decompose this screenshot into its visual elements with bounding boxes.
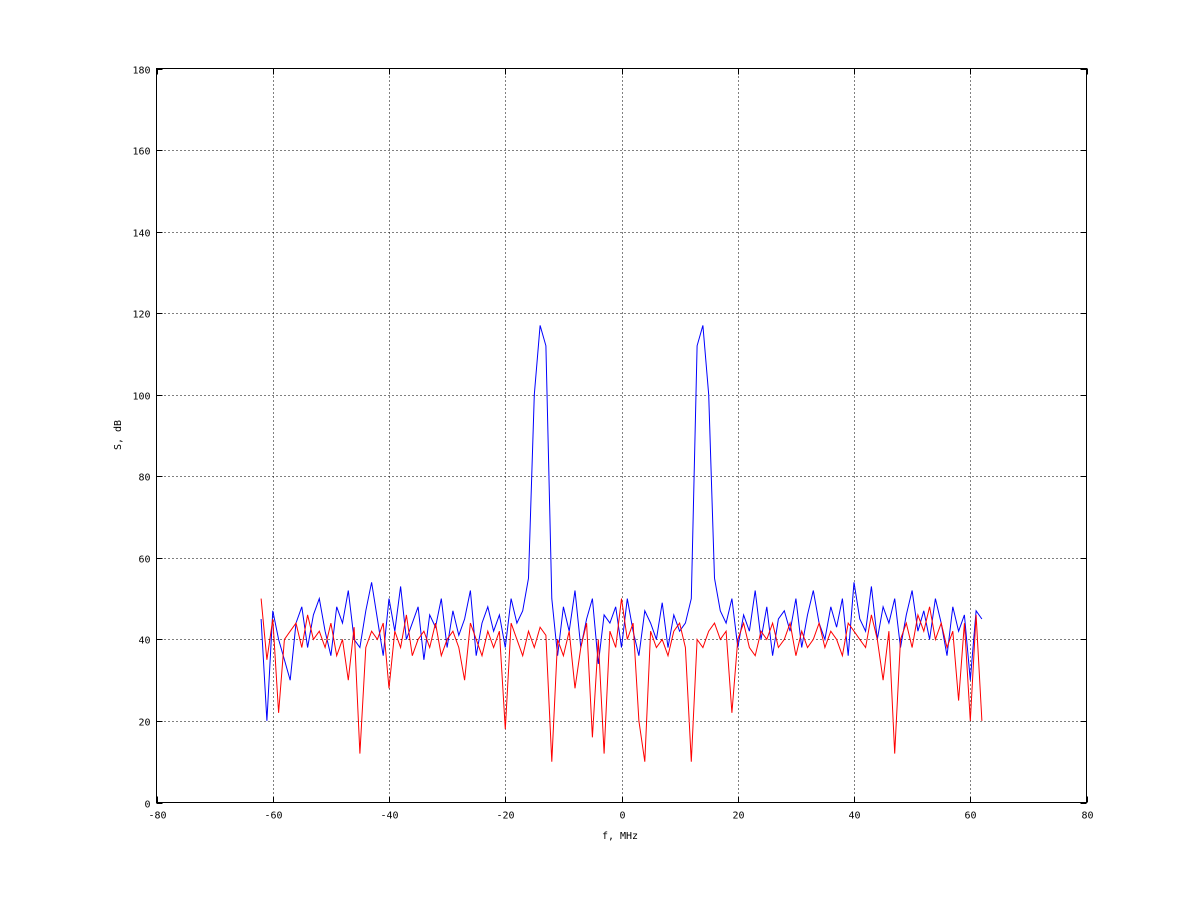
y-axis-label: S, dB [113,420,124,450]
x-tick-label: -80 [148,811,166,822]
x-axis-label: f, MHz [602,831,638,842]
x-tick-label: -60 [264,811,282,822]
plot-frame [156,68,1087,803]
y-tick-label: 60 [138,555,150,566]
x-tick-label: 0 [619,811,625,822]
y-tick-label: 120 [132,310,150,321]
series-line-0 [260,325,983,721]
x-tick-label: -20 [496,811,514,822]
x-tick-label: 40 [848,811,860,822]
y-tick-label: 0 [144,800,150,811]
x-tick-label: 60 [964,811,976,822]
y-tick-label: 160 [132,147,150,158]
series-line-1 [260,598,983,762]
y-tick-label: 100 [132,392,150,403]
y-tick-label: 140 [132,229,150,240]
ticks: -80 -60 -40 -20 0 20 40 60 80 0 20 40 60 80 100 120 140 1… [132,66,1093,822]
grid [156,68,1087,803]
y-tick-label: 40 [138,636,150,647]
x-tick-label: 80 [1081,811,1093,822]
y-tick-label: 180 [132,66,150,77]
series-group [260,325,983,762]
x-tick-label: 20 [732,811,744,822]
x-tick-label: -40 [380,811,398,822]
y-tick-label: 20 [138,718,150,729]
y-tick-label: 80 [138,473,150,484]
